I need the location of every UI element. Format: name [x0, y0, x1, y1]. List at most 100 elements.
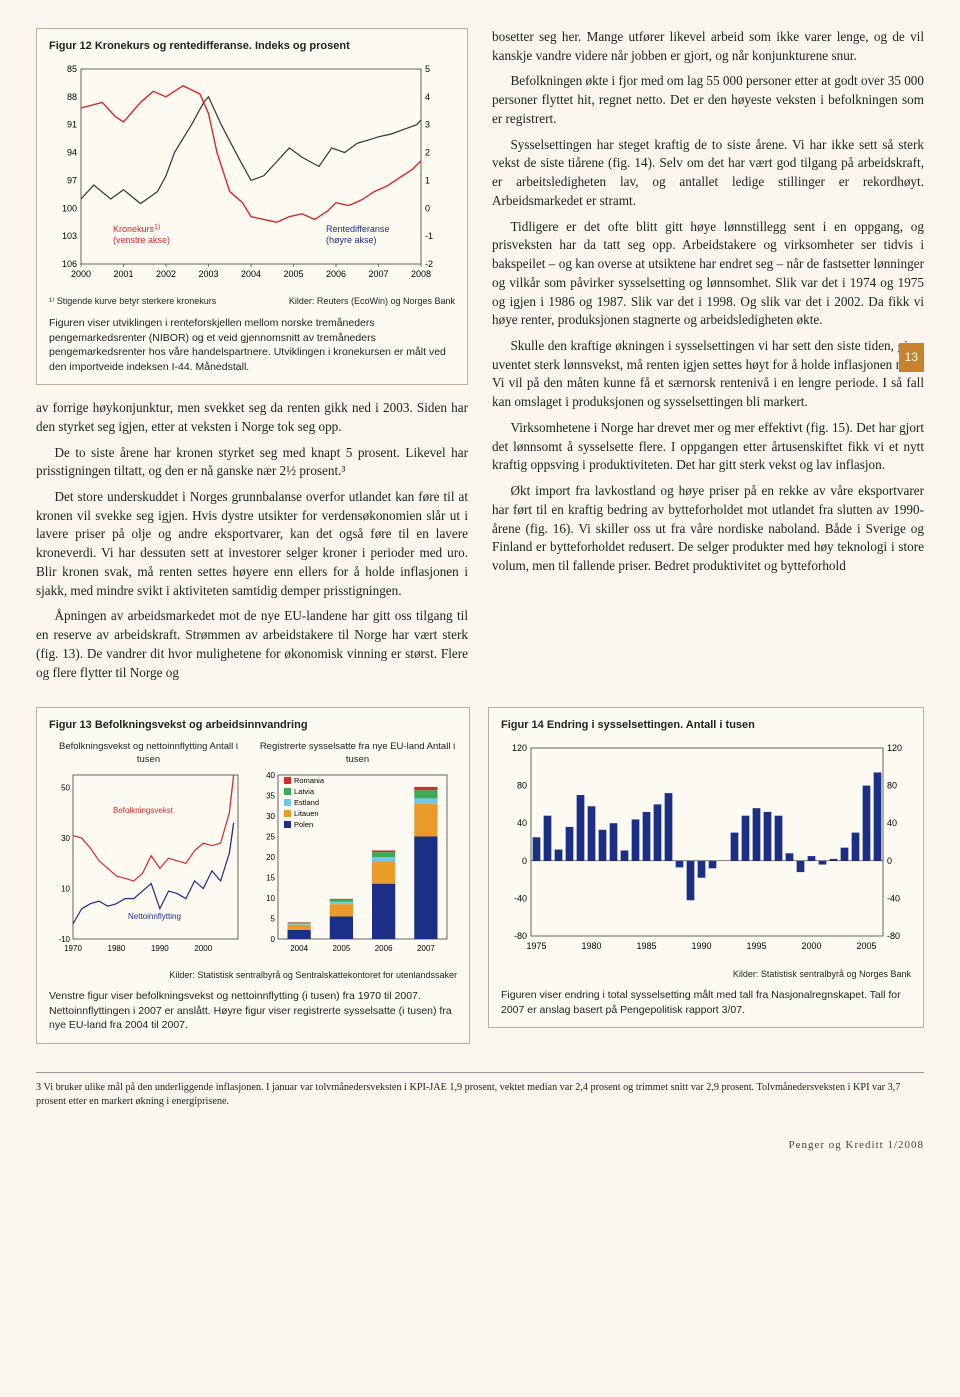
- body-right-p3: Tidligere er det ofte blitt gitt høye lø…: [492, 218, 924, 330]
- figure-13-right-chart: 0 5 10 15 20 25 30 35 40 2004 2005 2006 2007 Romania L…: [258, 769, 453, 959]
- svg-text:5: 5: [271, 914, 276, 923]
- svg-text:2004: 2004: [290, 944, 308, 953]
- svg-text:2001: 2001: [113, 269, 133, 279]
- svg-text:30: 30: [61, 834, 70, 843]
- svg-text:40: 40: [266, 771, 275, 780]
- svg-text:4: 4: [425, 91, 430, 101]
- svg-text:Kronekurs1): Kronekurs1): [113, 224, 160, 234]
- svg-text:3: 3: [425, 119, 430, 129]
- body-left-p2: Det store underskuddet i Norges grunnbal…: [36, 488, 468, 600]
- svg-text:91: 91: [67, 119, 77, 129]
- figure-13-left-chart: -10 10 30 50 1970 1980 1990 2000 Befolkningsveks…: [49, 769, 244, 959]
- figure-13-right-subtitle: Registrerte sysselsatte fra nye EU-land …: [258, 740, 457, 767]
- svg-text:2007: 2007: [368, 269, 388, 279]
- figure-13-title: Figur 13 Befolkningsvekst og arbeidsinnv…: [49, 718, 457, 734]
- svg-text:50: 50: [61, 784, 70, 793]
- body-right-p0: bosetter seg her. Mange utfører likevel …: [492, 28, 924, 65]
- figure-13-desc: Venstre figur viser befolkningsvekst og …: [49, 989, 457, 1032]
- figure-12-title: Figur 12 Kronekurs og rentedifferanse. I…: [49, 39, 455, 55]
- svg-text:2005: 2005: [856, 941, 876, 951]
- figure-12-footnote: ¹⁾ Stigende kurve betyr sterkere kroneku…: [49, 295, 216, 308]
- svg-text:Befolkningsvekst: Befolkningsvekst: [113, 806, 174, 815]
- svg-text:0: 0: [887, 856, 892, 866]
- svg-text:1: 1: [425, 175, 430, 185]
- svg-text:85: 85: [67, 64, 77, 74]
- figure-12-box: Figur 12 Kronekurs og rentedifferanse. I…: [36, 28, 468, 385]
- svg-text:2000: 2000: [801, 941, 821, 951]
- svg-text:106: 106: [62, 259, 77, 269]
- svg-text:2005: 2005: [332, 944, 350, 953]
- svg-text:103: 103: [62, 231, 77, 241]
- figure-12-source: Kilder: Reuters (EcoWin) og Norges Bank: [289, 295, 455, 308]
- body-left-p1: De to siste årene har kronen styrket seg…: [36, 444, 468, 481]
- body-left-p3: Åpningen av arbeidsmarkedet mot de nye E…: [36, 607, 468, 682]
- page-number-tab: 13: [899, 343, 924, 372]
- svg-text:5: 5: [425, 64, 430, 74]
- figure-13-box: Figur 13 Befolkningsvekst og arbeidsinnv…: [36, 707, 470, 1044]
- svg-text:-10: -10: [58, 935, 70, 944]
- figure-12-desc: Figuren viser utviklingen i renteforskje…: [49, 316, 455, 374]
- svg-text:30: 30: [266, 812, 275, 821]
- svg-text:Polen: Polen: [294, 820, 313, 829]
- svg-text:2000: 2000: [194, 944, 212, 953]
- svg-text:-1: -1: [425, 231, 433, 241]
- svg-text:1990: 1990: [691, 941, 711, 951]
- svg-text:2: 2: [425, 147, 430, 157]
- svg-text:2005: 2005: [283, 269, 303, 279]
- svg-text:80: 80: [517, 781, 527, 791]
- svg-text:0: 0: [271, 935, 276, 944]
- svg-text:80: 80: [887, 781, 897, 791]
- svg-text:97: 97: [67, 175, 77, 185]
- svg-text:2003: 2003: [198, 269, 218, 279]
- svg-text:1985: 1985: [636, 941, 656, 951]
- body-right-p1: Befolkningen økte i fjor med om lag 55 0…: [492, 72, 924, 128]
- svg-text:1970: 1970: [64, 944, 82, 953]
- svg-text:(høyre akse): (høyre akse): [326, 235, 377, 245]
- figure-13-source: Kilder: Statistisk sentralbyrå og Sentra…: [49, 969, 457, 982]
- svg-text:1980: 1980: [581, 941, 601, 951]
- svg-text:2002: 2002: [156, 269, 176, 279]
- svg-text:Rentedifferanse: Rentedifferanse: [326, 224, 389, 234]
- svg-text:Litauen: Litauen: [294, 809, 319, 818]
- svg-text:1975: 1975: [526, 941, 546, 951]
- figure-14-title: Figur 14 Endring i sysselsettingen. Anta…: [501, 718, 911, 734]
- svg-text:-80: -80: [887, 931, 900, 941]
- svg-text:25: 25: [266, 832, 275, 841]
- svg-text:10: 10: [61, 884, 70, 893]
- figure-12-chart: 8588919497100103106-2-101234520002001200…: [49, 61, 449, 286]
- svg-text:1980: 1980: [108, 944, 126, 953]
- svg-text:120: 120: [512, 743, 527, 753]
- svg-text:0: 0: [522, 856, 527, 866]
- svg-text:20: 20: [266, 853, 275, 862]
- body-right-p2: Sysselsettingen har steget kraftig de to…: [492, 136, 924, 211]
- svg-text:35: 35: [266, 791, 275, 800]
- body-right-p6: Økt import fra lavkostland og høye prise…: [492, 482, 924, 576]
- figure-14-desc: Figuren viser endring i total sysselsett…: [501, 988, 911, 1017]
- svg-text:10: 10: [266, 894, 275, 903]
- svg-text:-2: -2: [425, 259, 433, 269]
- svg-text:2000: 2000: [71, 269, 91, 279]
- svg-text:15: 15: [266, 873, 275, 882]
- svg-text:2007: 2007: [417, 944, 435, 953]
- body-right-p5: Virksomhetene i Norge har drevet mer og …: [492, 419, 924, 475]
- body-left-p0: av forrige høykonjunktur, men svekket se…: [36, 399, 468, 436]
- footnote-3: 3 Vi bruker ulike mål på den underliggen…: [36, 1072, 924, 1110]
- svg-text:100: 100: [62, 203, 77, 213]
- body-right-p4: Skulle den kraftige økningen i sysselset…: [492, 337, 924, 412]
- svg-text:Nettoinnflytting: Nettoinnflytting: [128, 912, 181, 921]
- svg-text:120: 120: [887, 743, 902, 753]
- svg-text:94: 94: [67, 147, 77, 157]
- figure-13-left-subtitle: Befolkningsvekst og nettoinnflytting Ant…: [49, 740, 248, 767]
- svg-text:Romania: Romania: [294, 776, 325, 785]
- figure-14-box: Figur 14 Endring i sysselsettingen. Anta…: [488, 707, 924, 1028]
- svg-text:-40: -40: [887, 893, 900, 903]
- svg-text:-40: -40: [514, 893, 527, 903]
- svg-text:1990: 1990: [151, 944, 169, 953]
- svg-text:2008: 2008: [411, 269, 431, 279]
- svg-text:40: 40: [517, 818, 527, 828]
- svg-text:-80: -80: [514, 931, 527, 941]
- svg-text:2006: 2006: [375, 944, 393, 953]
- figure-14-source: Kilder: Statistisk sentralbyrå og Norges…: [501, 968, 911, 981]
- svg-text:2004: 2004: [241, 269, 261, 279]
- svg-text:2006: 2006: [326, 269, 346, 279]
